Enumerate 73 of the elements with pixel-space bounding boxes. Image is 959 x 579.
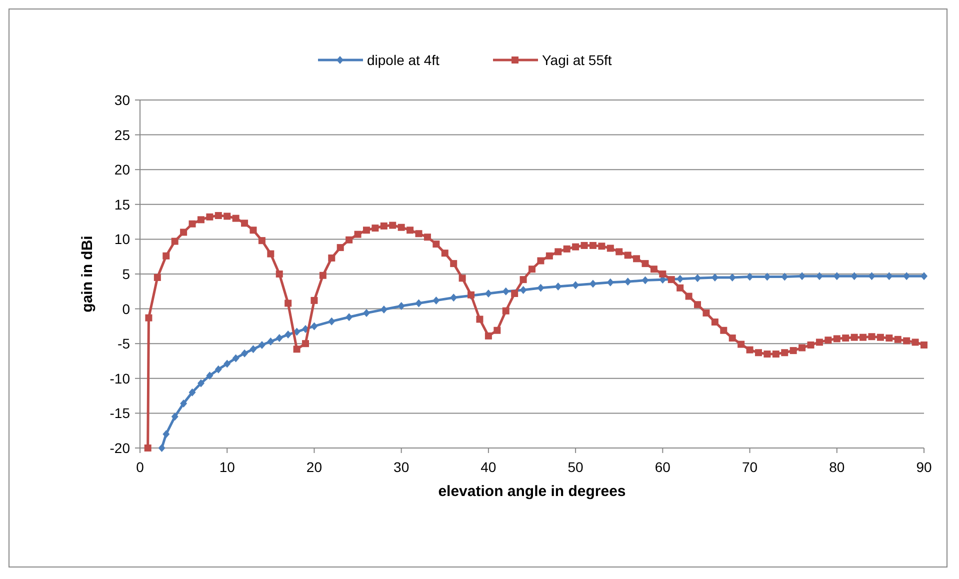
point <box>162 430 170 438</box>
point <box>206 372 214 380</box>
point <box>728 273 736 282</box>
point <box>197 379 204 388</box>
y-tick-label: 10 <box>114 231 130 248</box>
point <box>554 282 562 291</box>
point <box>241 349 248 358</box>
y-tick-label: -10 <box>110 370 130 386</box>
point <box>624 278 632 286</box>
point <box>903 272 910 280</box>
point <box>868 272 876 280</box>
point <box>886 272 893 280</box>
y-tick-label: 0 <box>122 300 130 317</box>
point <box>520 286 527 294</box>
point <box>711 273 718 282</box>
x-tick-label: 70 <box>742 459 758 475</box>
point <box>484 289 492 298</box>
point <box>694 274 702 282</box>
point <box>606 278 614 286</box>
point <box>328 317 336 326</box>
x-tick-label: 50 <box>568 459 584 475</box>
x-tick-label: 0 <box>136 459 144 475</box>
y-tick-label: 5 <box>122 266 130 282</box>
x-tick-label: 40 <box>480 459 496 475</box>
point <box>642 276 649 284</box>
point <box>267 338 274 346</box>
point <box>798 272 806 280</box>
point <box>572 281 580 290</box>
point <box>920 272 928 280</box>
legend-label: Yagi at 55ft <box>542 52 612 68</box>
x-tick-label: 60 <box>654 459 671 475</box>
y-tick-label: 25 <box>114 126 130 143</box>
y-tick-label: -5 <box>118 336 130 352</box>
point <box>833 272 840 280</box>
y-tick-label: 15 <box>114 196 130 212</box>
x-tick-label: 80 <box>829 459 845 475</box>
y-tick-label: 20 <box>114 162 130 178</box>
x-tick-label: 90 <box>916 459 932 475</box>
point <box>589 280 596 288</box>
point <box>398 302 405 310</box>
point <box>310 322 318 330</box>
point <box>284 330 292 339</box>
point <box>746 272 754 281</box>
point <box>158 444 166 452</box>
y-tick-label: -20 <box>110 440 130 456</box>
point <box>502 287 510 296</box>
point <box>850 272 858 280</box>
x-tick-label: 30 <box>394 459 410 475</box>
point <box>214 365 222 374</box>
x-axis-title: elevation angle in degrees <box>438 483 626 500</box>
point <box>276 334 283 342</box>
x-tick-label: 20 <box>306 459 322 475</box>
point <box>450 294 458 302</box>
point <box>781 272 788 281</box>
point <box>816 272 823 280</box>
x-tick-label: 10 <box>219 459 236 475</box>
point <box>224 360 231 368</box>
point <box>250 345 257 354</box>
point <box>346 313 353 322</box>
point <box>432 296 440 304</box>
point <box>188 388 196 396</box>
y-axis-title: gain in dBi <box>79 236 96 312</box>
y-tick-label: -15 <box>110 405 130 422</box>
point <box>537 284 544 292</box>
y-tick-label: 30 <box>114 92 130 108</box>
point <box>258 340 266 349</box>
point <box>232 354 240 362</box>
point <box>171 412 178 421</box>
legend-label: dipole at 4ft <box>367 52 440 68</box>
point <box>380 305 388 314</box>
point <box>415 299 422 308</box>
point <box>362 308 370 317</box>
point <box>180 399 188 408</box>
